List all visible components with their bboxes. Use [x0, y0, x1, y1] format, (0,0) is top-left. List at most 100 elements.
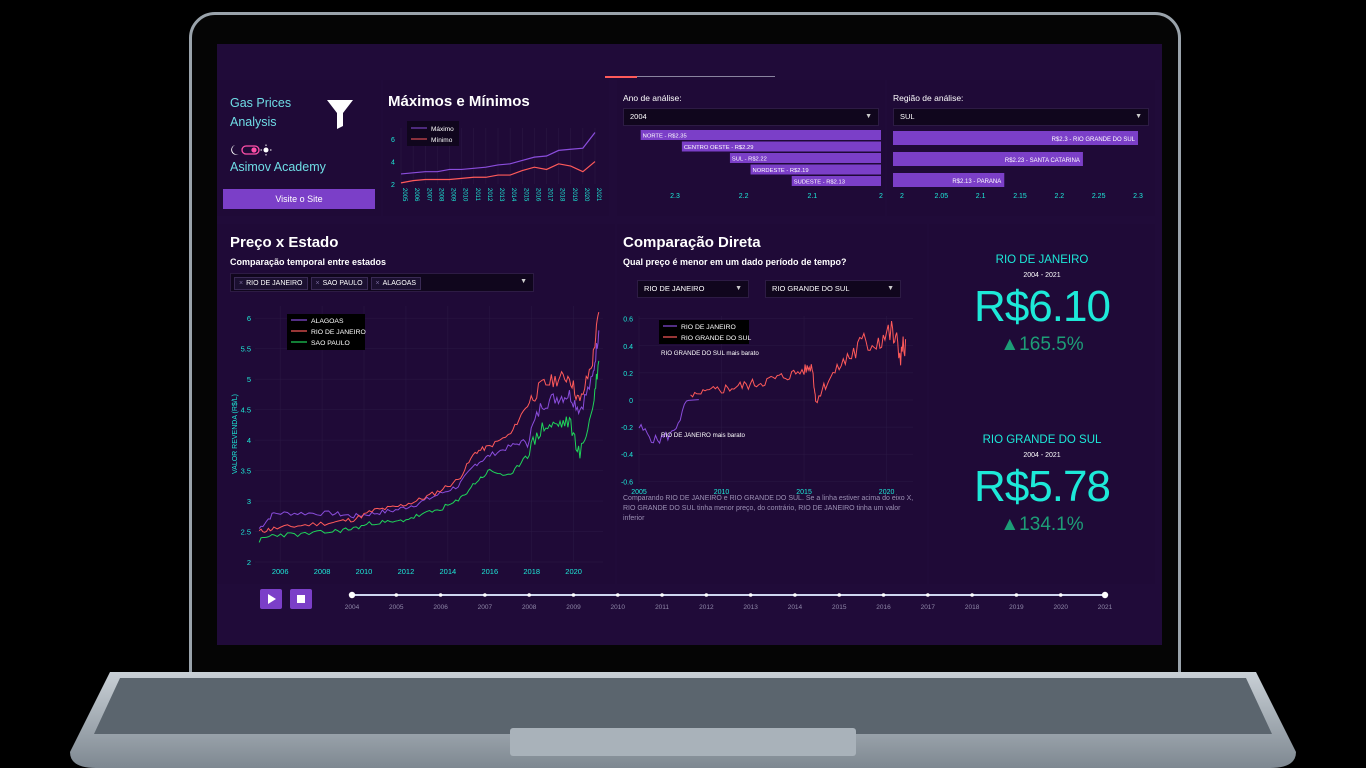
bar-label: NORDESTE - R$2.19 [753, 168, 809, 174]
x-tick-label: 2.1 [976, 193, 986, 200]
y-tick-label: 0.2 [623, 371, 633, 378]
compare-card: Comparação Direta Qual preço é menor em … [617, 224, 927, 584]
indicator-delta-2: ▲134.1% [1000, 514, 1084, 535]
x-tick-label: 2 [879, 193, 883, 200]
filter-icon[interactable] [325, 98, 355, 130]
sun-icon [263, 147, 269, 153]
bar-label: CENTRO OESTE - R$2.29 [684, 145, 754, 151]
slider-year-label: 2021 [1098, 604, 1113, 611]
state-chip[interactable]: × RIO DE JANEIRO [234, 277, 308, 290]
slider-tick [926, 593, 930, 597]
bar [681, 141, 881, 152]
region-selected: SUL [900, 112, 915, 121]
x-tick-label: 2012 [486, 188, 492, 202]
compare-line-chart[interactable]: 0.6 0.4 0.2 0 -0.2 -0.4 -0.6 2005 2010 2015 2020 RI… [617, 308, 927, 494]
slider-tick [394, 593, 399, 597]
state-chart-card: Preço x Estado Comparação temporal entre… [217, 224, 615, 584]
slider-tick [571, 593, 576, 597]
x-tick-label: 2.2 [739, 193, 749, 200]
y-tick-label: -0.4 [621, 452, 633, 459]
dashboard-screen: Gas Prices Analysis Asimov Academy Visit… [217, 44, 1162, 645]
slider-tick [704, 593, 709, 597]
y-axis-label: VALOR REVENDA (R$/L) [232, 394, 239, 474]
bar [750, 164, 881, 175]
slider-year-label: 2009 [566, 604, 581, 611]
slider-year-label: 2005 [389, 604, 404, 611]
series-line-rio-de-janeiro [258, 311, 600, 533]
tab-active-indicator [605, 76, 637, 78]
stop-button[interactable] [290, 589, 312, 609]
y-tick-label: -0.2 [621, 425, 633, 432]
bar [893, 131, 1138, 145]
play-button[interactable] [260, 589, 282, 609]
x-tick-label: 2020 [583, 188, 589, 202]
state-chip[interactable]: × SAO PAULO [310, 277, 368, 290]
bar-label: R$2.3 - RIO GRANDE DO SUL [1052, 137, 1136, 143]
max-series-line [400, 132, 596, 175]
state-a-dropdown[interactable]: RIO DE JANEIRO ▼ [637, 280, 749, 298]
year-selected: 2004 [630, 112, 647, 121]
series-line-sao-paulo [258, 360, 600, 543]
y-tick-label: -0.6 [621, 479, 633, 486]
x-tick-label: 2006 [413, 188, 419, 202]
indicator-value-2: R$5.78 [974, 462, 1111, 511]
x-tick-label: 2.1 [807, 193, 817, 200]
y-tick-label: 0.4 [623, 344, 633, 351]
slider-year-label: 2006 [433, 604, 448, 611]
state-b-dropdown[interactable]: RIO GRANDE DO SUL ▼ [765, 280, 901, 298]
state-line-chart[interactable]: 6 5.5 5 4.5 4 3.5 3 2.5 2 2006 2008 2010 2012 2014 201… [217, 300, 615, 584]
slider-year-label: 2008 [522, 604, 537, 611]
academy-name: Asimov Academy [230, 160, 326, 174]
y-tick-label: 2 [247, 558, 251, 567]
bar-label: R$2.13 - PARANA [952, 179, 1001, 185]
slider-tick [793, 593, 797, 597]
year-bar-chart[interactable]: NORTE - R$2.35 CENTRO OESTE - R$2.29 SUL -… [617, 130, 885, 216]
slider-tick [1014, 593, 1019, 597]
state-multiselect[interactable]: × RIO DE JANEIRO × SAO PAULO × ALAGOAS ▼ [230, 273, 534, 292]
slider-tick [970, 593, 974, 597]
state-chart-title: Preço x Estado [230, 234, 339, 251]
visit-site-button[interactable]: Visite o Site [223, 189, 375, 209]
x-tick-label: 2.05 [935, 193, 949, 200]
year-dropdown[interactable]: 2004 ▼ [623, 108, 879, 126]
bar [640, 130, 881, 140]
indicator-period-2: 2004 - 2021 [1023, 452, 1061, 459]
slider-handle [348, 591, 356, 599]
slider-year-label: 2017 [921, 604, 936, 611]
y-tick-label: 4.5 [241, 406, 251, 415]
year-timeline-slider[interactable]: 2004 2005 2006 2007 2008 2009 2010 2011 2012 2013… [337, 586, 1117, 616]
slider-year-label: 2014 [788, 604, 803, 611]
y-tick-label: 3 [247, 497, 251, 506]
chevron-down-icon: ▼ [735, 285, 742, 292]
x-tick-label: 2015 [522, 188, 528, 202]
slider-year-label: 2013 [743, 604, 758, 611]
slider-year-label: 2007 [478, 604, 493, 611]
legend-label: SAO PAULO [311, 340, 350, 347]
maxmin-chart[interactable]: 6 4 2 2005 2006 2007 2008 2009 2010 2011 2012 2013 2… [383, 116, 609, 216]
region-dropdown[interactable]: SUL ▼ [893, 108, 1149, 126]
indicator-delta-1: ▲165.5% [1000, 334, 1084, 355]
y-tick-label: 4 [391, 160, 395, 167]
slider-tick [748, 593, 753, 597]
slider-tick [615, 593, 620, 597]
y-tick-label: 5.5 [241, 345, 251, 354]
x-tick-label: 2006 [272, 567, 289, 576]
series-line-rio-de-janeiro [638, 399, 699, 445]
state-chart-subtitle: Comparação temporal entre estados [230, 257, 387, 267]
moon-icon [231, 145, 239, 155]
y-tick-label: 4 [247, 436, 251, 445]
slider-year-label: 2010 [611, 604, 626, 611]
maxmin-title: Máximos e Mínimos [388, 93, 530, 110]
x-tick-label: 2020 [879, 489, 895, 494]
slider-tick [837, 593, 842, 597]
theme-toggle[interactable] [230, 144, 272, 156]
state-chip[interactable]: × ALAGOAS [370, 277, 422, 290]
x-tick-label: 2.15 [1013, 193, 1027, 200]
legend-label-min: Mínimo [431, 137, 453, 144]
x-tick-label: 2018 [523, 567, 540, 576]
x-tick-label: 2014 [510, 188, 516, 202]
indicator-period-1: 2004 - 2021 [1023, 272, 1061, 279]
slider-year-label: 2015 [832, 604, 847, 611]
region-bar-chart[interactable]: R$2.3 - RIO GRANDE DO SUL R$2.23 - SANTA … [887, 130, 1155, 216]
legend-box [659, 320, 749, 344]
